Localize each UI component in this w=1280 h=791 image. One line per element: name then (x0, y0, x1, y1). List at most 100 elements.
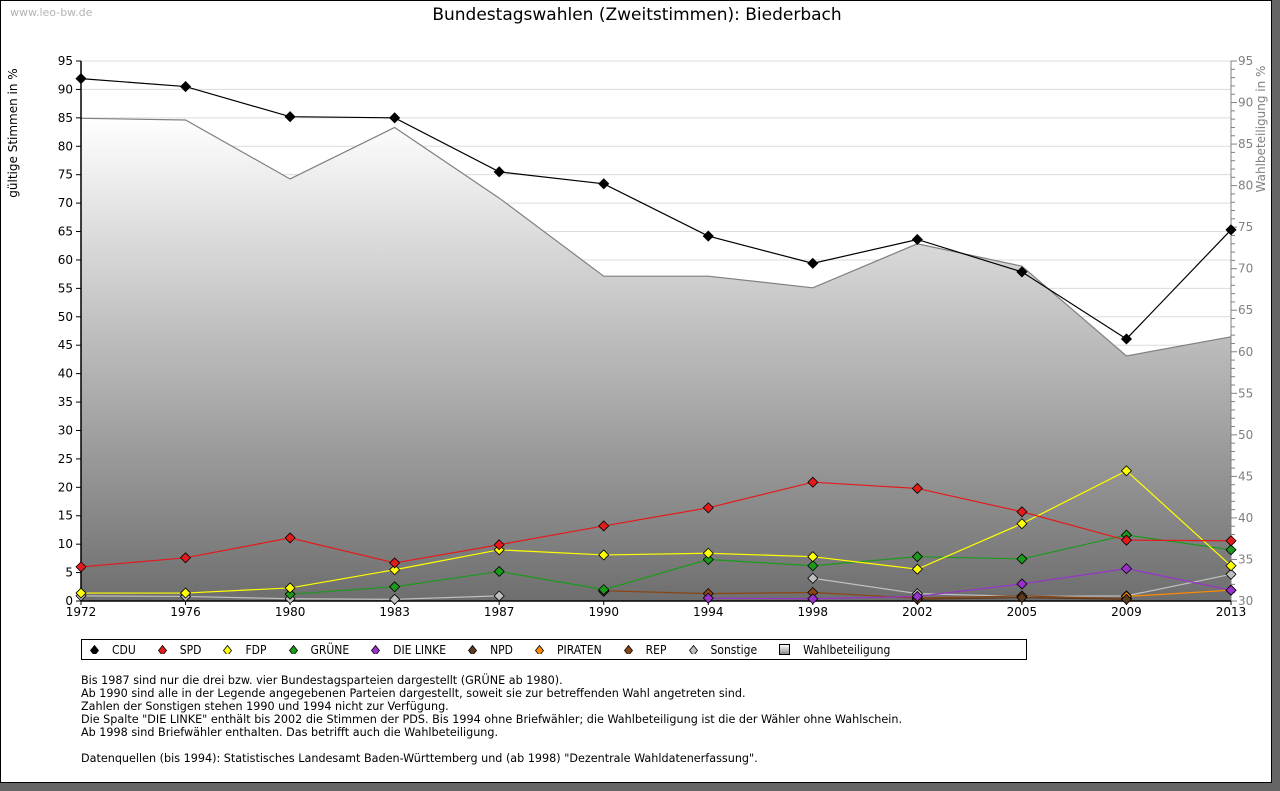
turnout-area (81, 118, 1231, 602)
data-point (284, 582, 296, 594)
y2-tick-label: 35 (1238, 552, 1253, 566)
watermark: www.leo-bw.de (10, 6, 93, 19)
y-tick-label: 55 (58, 281, 73, 295)
data-point (75, 561, 87, 573)
note-line (81, 739, 902, 752)
y2-tick-label: 55 (1238, 386, 1253, 400)
series-line (708, 567, 1232, 600)
data-point (911, 482, 923, 495)
data-point (493, 590, 505, 602)
data-point (807, 593, 819, 605)
data-point (389, 564, 401, 576)
data-point (1016, 578, 1028, 590)
note-line: Ab 1990 sind alle in der Legende angegeb… (81, 687, 746, 700)
y2-tick-label: 45 (1238, 469, 1253, 483)
x-tick-label: 1990 (588, 605, 619, 619)
data-point (1120, 593, 1133, 605)
data-point (493, 565, 505, 578)
y2-tick-label: 30 (1238, 594, 1253, 608)
legend-item: CDU (90, 643, 136, 657)
series-line (80, 78, 1232, 340)
data-point (1016, 506, 1028, 518)
data-point (1120, 333, 1133, 345)
data-point (807, 257, 819, 269)
data-point (1120, 534, 1133, 546)
y-tick-label: 35 (58, 395, 73, 409)
legend-item-turnout: Wahlbeteiligung (779, 643, 890, 657)
legend-item: REP (623, 642, 667, 657)
data-point (493, 166, 505, 178)
y2-tick-label: 90 (1238, 96, 1253, 110)
data-point (598, 584, 610, 596)
legend: CDU SPD FDP GRÜNE DIE LINKE NPD PIRATEN REP Sons… (81, 639, 1027, 660)
series-line (290, 534, 1232, 595)
turnout-line (80, 117, 1232, 357)
series-spd (75, 476, 1237, 573)
x-tick-label: 1998 (798, 605, 829, 619)
note-line: Bis 1987 sind nur die drei bzw. vier Bun… (81, 674, 563, 687)
y-tick-label: 80 (58, 139, 73, 153)
data-point (75, 587, 87, 599)
data-point (702, 230, 714, 242)
legend-label: GRÜNE (310, 642, 350, 657)
y-tick-label: 45 (58, 338, 73, 352)
legend-label: DIE LINKE (393, 642, 447, 657)
data-point (702, 553, 714, 566)
data-point (911, 233, 923, 246)
y-tick-label: 85 (58, 111, 73, 125)
y-tick-label: 25 (58, 452, 73, 466)
legend-label: Wahlbeteiligung (803, 642, 891, 657)
series-line (603, 590, 1127, 600)
series-line (1126, 589, 1232, 598)
data-point (1016, 592, 1028, 604)
data-point (1120, 465, 1133, 477)
chart-title: Bundestagswahlen (Zweitstimmen): Biederb… (432, 5, 842, 25)
data-point (75, 73, 87, 85)
y2-tick-label: 75 (1238, 220, 1253, 234)
data-point (1225, 535, 1237, 547)
x-tick-label: 1976 (170, 605, 201, 619)
y2-tick-label: 95 (1238, 54, 1253, 68)
y2-axis-label: Wahlbeteiligung in % (1254, 66, 1268, 193)
data-point (389, 112, 401, 124)
legend-label: SPD (179, 642, 202, 657)
y-tick-label: 70 (58, 196, 73, 210)
data-point (1225, 568, 1237, 580)
legend-label: Sonstige (710, 642, 758, 657)
data-point (284, 588, 296, 600)
chart-svg: 0 5 10 15 20 25 30 35 40 45 50 55 60 65 70 75 80 85 90 95 30… (6, 54, 1268, 619)
data-point (1225, 560, 1237, 572)
series-cdu (75, 73, 1237, 345)
series-fdp (75, 465, 1237, 599)
legend-marker-icon (223, 645, 233, 654)
data-point (284, 111, 296, 123)
x-tick-label: 2002 (902, 605, 933, 619)
legend-item: FDP (223, 643, 267, 657)
y2-tick-label: 80 (1238, 179, 1253, 193)
legend-marker-icon (90, 645, 99, 654)
data-point (1016, 266, 1028, 278)
y2-tick-label: 50 (1238, 428, 1253, 442)
data-point (1016, 518, 1028, 530)
data-point (1016, 553, 1028, 565)
legend-item: NPD (468, 643, 513, 657)
data-point (179, 81, 192, 93)
legend-marker-icon (688, 645, 698, 654)
series-line (81, 470, 1232, 594)
x-tick-label: 2009 (1111, 605, 1142, 619)
series-die-linke (702, 563, 1237, 605)
legend-item: Sonstige (688, 642, 758, 657)
legend-marker-icon (535, 645, 544, 654)
y2-tick-label: 40 (1238, 511, 1253, 525)
data-point (911, 551, 923, 563)
data-point (807, 476, 819, 488)
x-tick-label: 1983 (379, 605, 410, 619)
x-tick-label: 2005 (1007, 605, 1038, 619)
legend-label: REP (645, 642, 667, 657)
data-point (179, 552, 192, 564)
y-axis-label: gültige Stimmen in % (6, 68, 20, 197)
data-point (1225, 544, 1237, 556)
notes: Bis 1987 sind nur die drei bzw. vier Bun… (81, 674, 902, 765)
y-tick-label: 75 (58, 168, 73, 182)
